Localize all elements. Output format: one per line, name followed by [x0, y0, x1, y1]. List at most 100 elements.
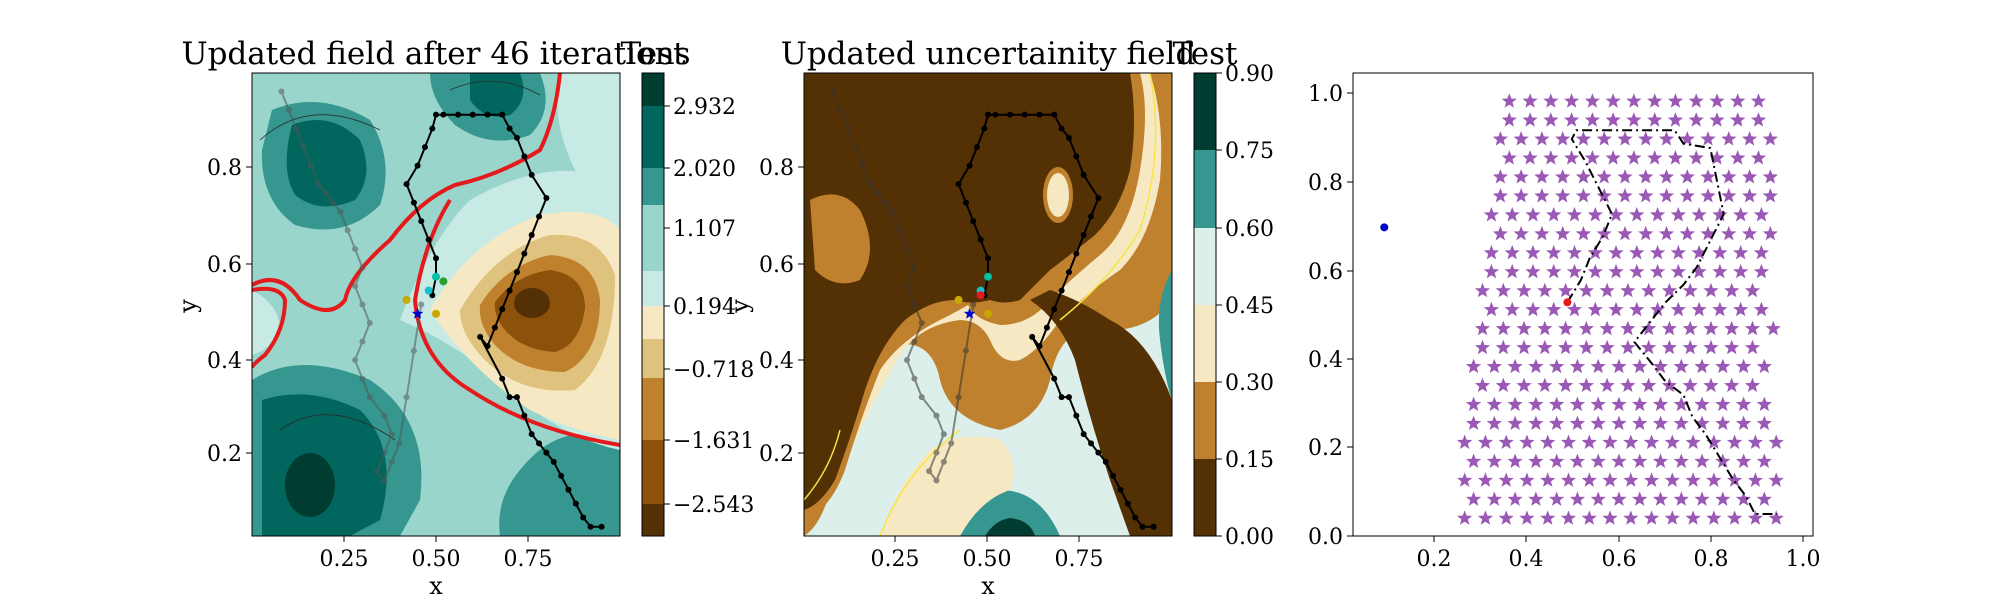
path-waypoint — [992, 111, 999, 118]
candidate-star-marker — [1744, 339, 1761, 355]
candidate-star-marker — [1673, 453, 1689, 468]
candidate-star-marker — [1483, 263, 1500, 279]
candidate-star-marker — [1620, 320, 1636, 336]
candidate-star-marker — [1590, 358, 1606, 374]
candidate-star-marker — [1744, 377, 1761, 393]
candidate-star-marker — [1703, 282, 1719, 298]
panel3-ytick-label: 0.4 — [1308, 348, 1343, 373]
candidate-star-marker — [1596, 225, 1612, 241]
colorbar-band — [642, 378, 664, 440]
panel3-ytick-label: 1.0 — [1308, 82, 1343, 107]
candidate-star-marker — [1712, 244, 1728, 260]
candidate-star-marker — [1733, 244, 1749, 260]
candidate-star-marker — [1569, 358, 1585, 374]
candidate-star-marker — [1537, 339, 1553, 355]
path-waypoint — [506, 287, 513, 294]
candidate-star-marker — [1466, 453, 1482, 468]
panel1-colorbar-tick: −2.543 — [673, 493, 754, 518]
path-waypoint — [359, 264, 366, 271]
candidate-star-marker — [1507, 396, 1523, 412]
candidate-star-marker — [1706, 510, 1722, 525]
candidate-star-marker — [1661, 320, 1677, 336]
panel3-xtick-label: 1.0 — [1786, 547, 1821, 572]
candidate-star-marker — [1477, 510, 1493, 525]
candidate-star-marker — [1724, 377, 1740, 393]
candidate-star-marker — [1555, 188, 1571, 203]
path-waypoint — [911, 264, 918, 271]
panel2-overlays — [830, 88, 1157, 530]
candidate-star-marker — [1724, 282, 1740, 298]
panel3-plot-area — [1380, 93, 1784, 525]
candidate-star-marker — [1519, 434, 1535, 449]
path-waypoint — [418, 218, 425, 225]
panel3-ytick-label: 0.2 — [1308, 436, 1343, 461]
candidate-star-marker — [1712, 263, 1728, 279]
candidate-star-marker — [1457, 434, 1473, 449]
panel2-xtick-label: 0.75 — [1055, 547, 1104, 572]
panel1-ytick-label: 0.2 — [207, 442, 242, 467]
path-waypoint — [315, 181, 322, 188]
panel1-ytick-label: 0.6 — [207, 253, 242, 278]
candidate-star-marker — [1750, 93, 1767, 108]
candidate-star-marker — [1652, 491, 1669, 506]
path-waypoint — [889, 208, 896, 215]
candidate-star-marker — [1688, 150, 1704, 165]
path-waypoint — [344, 227, 351, 234]
path-waypoint — [293, 125, 300, 132]
candidate-star-marker — [1474, 339, 1491, 355]
path-waypoint — [1124, 500, 1131, 507]
path-waypoint — [918, 320, 925, 327]
colorbar-band — [1194, 73, 1216, 150]
candidate-star-marker — [1765, 320, 1781, 336]
candidate-star-marker — [1546, 301, 1562, 317]
panel3-y-axis: 0.0 0.2 0.4 0.6 0.8 1.0 — [1308, 82, 1353, 550]
path-waypoint — [329, 199, 336, 206]
path-waypoint — [896, 227, 903, 234]
candidate-star-marker — [1712, 207, 1728, 222]
panel2-colorbar-tick: 0.45 — [1225, 294, 1274, 319]
colorbar-band — [642, 339, 664, 378]
path-waypoint — [904, 282, 911, 289]
panel-sample-grid: 0.2 0.4 0.6 0.8 1.0 0.0 0.2 0.4 0.6 0.8 … — [1308, 72, 1821, 572]
panel3-xtick-label: 0.2 — [1417, 547, 1452, 572]
candidate-star-marker — [1522, 93, 1538, 108]
candidate-star-marker — [1641, 320, 1657, 336]
path-waypoint — [1095, 449, 1102, 456]
path-waypoint — [1073, 250, 1080, 257]
candidate-star-marker — [1549, 415, 1565, 430]
candidate-star-marker — [1727, 510, 1743, 525]
path-waypoint — [940, 458, 947, 465]
candidate-star-marker — [1715, 453, 1731, 468]
path-waypoint — [1058, 125, 1065, 132]
sample-point-marker — [1380, 223, 1389, 232]
candidate-star-marker — [1730, 112, 1746, 127]
candidate-star-marker — [1638, 225, 1654, 241]
candidate-star-marker — [1599, 377, 1615, 393]
path-waypoint — [1150, 523, 1157, 530]
path-waypoint — [499, 375, 506, 382]
candidate-star-marker — [1742, 169, 1758, 184]
path-waypoint — [1051, 375, 1058, 382]
candidate-star-marker — [1727, 434, 1743, 449]
candidate-star-marker — [1495, 320, 1511, 336]
path-waypoint — [985, 111, 991, 118]
path-waypoint — [366, 320, 373, 327]
path-waypoint — [381, 412, 388, 419]
candidate-star-marker — [1549, 453, 1565, 468]
path-waypoint — [881, 199, 888, 206]
candidate-star-marker — [1652, 453, 1669, 468]
panel2-colorbar-tick: 0.90 — [1225, 62, 1274, 87]
panel1-colorbar-tick: −1.631 — [673, 429, 754, 454]
panel1-y-axis-label: y — [174, 299, 202, 314]
candidate-star-marker — [1762, 169, 1778, 184]
colorbar-band — [642, 73, 664, 106]
candidate-star-marker — [1747, 510, 1763, 525]
path-waypoint — [845, 125, 852, 132]
path-waypoint — [352, 245, 359, 252]
candidate-star-marker — [1540, 472, 1556, 487]
path-waypoint — [940, 431, 947, 438]
candidate-star-marker — [1483, 207, 1500, 222]
candidate-star-marker — [1504, 207, 1520, 222]
panel2-axes-frame — [803, 72, 1173, 537]
path-waypoint — [1088, 440, 1095, 447]
